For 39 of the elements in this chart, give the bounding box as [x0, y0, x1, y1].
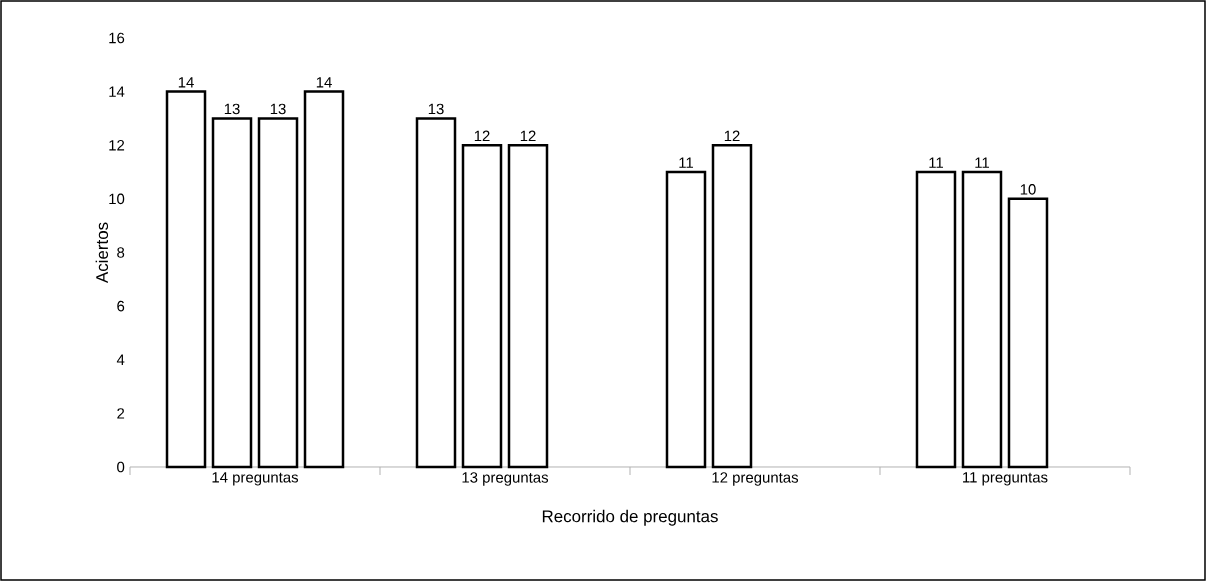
bar [165, 90, 207, 469]
bar [257, 117, 299, 469]
y-tick-label: 4 [116, 354, 125, 365]
y-axis-title: Aciertos [95, 222, 109, 284]
bar [915, 170, 957, 469]
y-tick-label: 8 [117, 247, 125, 258]
bar [507, 143, 549, 469]
bar [1007, 197, 1049, 469]
data-label: 12 [724, 130, 740, 142]
data-label: 12 [474, 130, 490, 142]
data-label: 14 [178, 77, 194, 88]
bar [211, 117, 253, 469]
bar [461, 143, 503, 469]
data-label: 13 [428, 103, 444, 115]
x-tick-label: 14 preguntas [212, 472, 299, 486]
y-tick-label: 14 [109, 86, 125, 97]
y-tick-label: 2 [117, 408, 125, 419]
y-tick-label: 10 [109, 193, 125, 205]
data-label: 11 [975, 157, 990, 168]
y-tick-label: 16 [109, 32, 125, 44]
y-tick-label: 0 [117, 461, 125, 473]
y-tick-label: 12 [109, 140, 125, 151]
x-tick-label: 11 preguntas [963, 472, 1048, 486]
data-label: 12 [520, 130, 536, 142]
data-label: 10 [1020, 184, 1036, 195]
bar [415, 117, 457, 469]
x-tick-label: 12 preguntas [712, 472, 799, 486]
bar [961, 170, 1003, 469]
bar [665, 170, 707, 469]
data-label: 14 [316, 77, 332, 88]
data-label: 11 [679, 157, 694, 168]
bar [711, 143, 753, 469]
y-tick-label: 6 [117, 300, 125, 312]
data-label: 13 [224, 103, 240, 115]
data-label: 11 [929, 157, 944, 168]
x-tick-label: 13 preguntas [462, 472, 549, 486]
x-axis-title: Recorrido de preguntas [542, 509, 718, 526]
bar [303, 90, 345, 469]
data-label: 13 [270, 103, 286, 115]
